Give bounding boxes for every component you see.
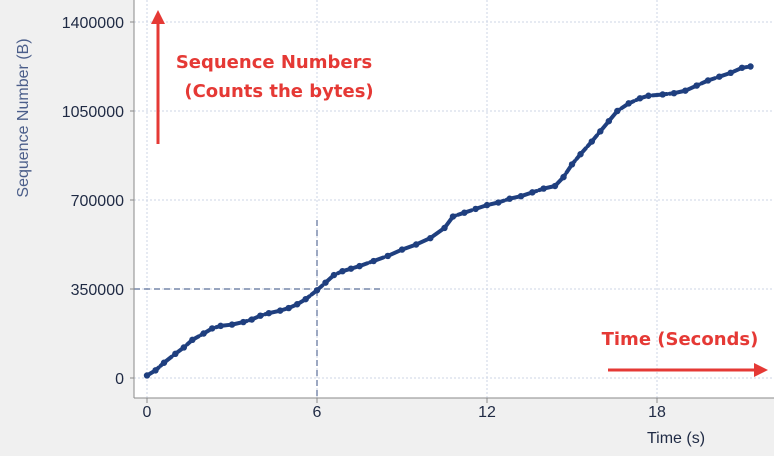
y-tick-label: 700000 [71, 193, 124, 210]
sequence-numbers-annotation: Sequence Numbers [176, 52, 372, 73]
time-seconds-annotation: Time (Seconds) [602, 329, 759, 350]
up-arrow-icon [151, 10, 165, 144]
grid [134, 0, 774, 398]
x-tick-label: 0 [143, 404, 152, 421]
x-tick-label: 12 [478, 404, 496, 421]
y-tick-label: 1050000 [62, 104, 124, 121]
right-arrow-icon [608, 363, 768, 377]
x-axis-title: Time (s) [647, 430, 705, 447]
guide-lines [134, 220, 384, 398]
x-tick-label: 18 [648, 404, 666, 421]
series-trace [145, 64, 753, 378]
x-tick-label: 6 [313, 404, 322, 421]
y-axis-title: Sequence Number (B) [15, 38, 32, 197]
y-tick-label: 350000 [71, 282, 124, 299]
y-tick-label: 0 [115, 371, 124, 388]
y-tick-label: 1400000 [62, 15, 124, 32]
x-tick-labels: 0 6 12 18 [143, 398, 666, 421]
y-tick-labels: 0 350000 700000 1050000 1400000 [62, 15, 134, 388]
counts-bytes-annotation: (Counts the bytes) [184, 81, 373, 102]
data-points [143, 63, 754, 379]
plot-area [134, 0, 774, 398]
